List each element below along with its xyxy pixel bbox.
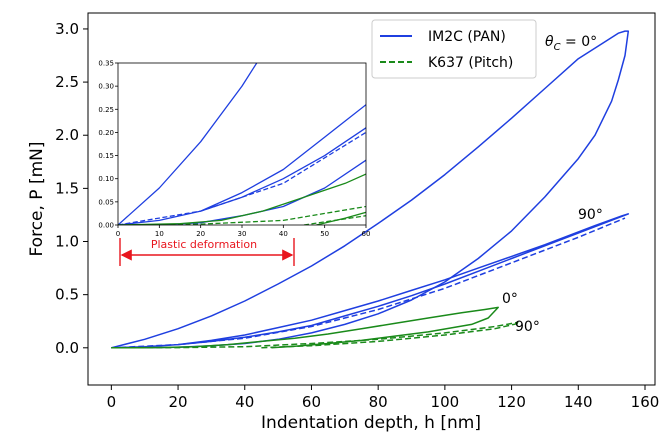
annotation-k637-0: 0° bbox=[502, 291, 518, 307]
y-tick-label: 1.0 bbox=[55, 233, 79, 251]
x-axis-label: Indentation depth, h [nm] bbox=[261, 413, 481, 433]
x-tick-label: 80 bbox=[369, 393, 388, 411]
annotation-k637-90: 90° bbox=[515, 319, 540, 335]
x-tick-label: 20 bbox=[169, 393, 188, 411]
x-tick-label: 140 bbox=[564, 393, 593, 411]
inset-y-tick-label: 0.15 bbox=[98, 152, 114, 160]
y-tick-label: 0.5 bbox=[55, 286, 79, 304]
series-line-0 bbox=[111, 30, 630, 349]
series-line-5 bbox=[261, 322, 519, 349]
legend: IM2C (PAN) K637 (Pitch) bbox=[371, 19, 537, 79]
inset-series-line-1 bbox=[118, 103, 366, 225]
inset-y-tick-label: 0.20 bbox=[98, 129, 114, 137]
x-tick-label: 120 bbox=[497, 393, 526, 411]
inset-y-tick-label: 0.35 bbox=[98, 60, 114, 68]
inset-y-tick-label: 0.25 bbox=[98, 106, 114, 114]
inset-y-tick-label: 0.05 bbox=[98, 198, 114, 206]
legend-label-im2c: IM2C (PAN) bbox=[428, 29, 506, 45]
x-tick-label: 160 bbox=[631, 393, 660, 411]
inset-series-line-3 bbox=[118, 173, 366, 225]
inset-y-tick-label: 0.00 bbox=[98, 222, 114, 230]
plastic-deformation-label: Plastic deformation bbox=[151, 238, 257, 251]
legend-label-k637: K637 (Pitch) bbox=[428, 55, 513, 71]
x-tick-label: 40 bbox=[235, 393, 254, 411]
series-line-2 bbox=[111, 217, 626, 349]
series-line-4 bbox=[111, 321, 519, 349]
inset-x-tick-label: 40 bbox=[279, 230, 288, 238]
legend-box bbox=[371, 19, 537, 79]
x-tick-label: 0 bbox=[107, 393, 117, 411]
annotation-im2c-90: 90° bbox=[578, 207, 603, 223]
y-tick-label: 1.5 bbox=[55, 179, 79, 197]
plastic-deformation-marker: Plastic deformation bbox=[119, 238, 295, 266]
inset-y-tick-label: 0.10 bbox=[98, 175, 114, 183]
inset-series-line-2 bbox=[118, 131, 366, 225]
inset-x-tick-label: 60 bbox=[362, 230, 371, 238]
y-tick-label: 2.5 bbox=[55, 73, 79, 91]
inset-x-tick-label: 10 bbox=[155, 230, 164, 238]
y-tick-label: 0.0 bbox=[55, 339, 79, 357]
inset-x-tick-label: 0 bbox=[116, 230, 120, 238]
x-tick-label: 100 bbox=[431, 393, 460, 411]
inset-background bbox=[118, 63, 366, 225]
inset-x-tick-label: 20 bbox=[196, 230, 205, 238]
annotation-theta-0: θC = 0° bbox=[545, 34, 597, 53]
y-tick-label: 2.0 bbox=[55, 126, 79, 144]
inset-y-tick-label: 0.30 bbox=[98, 83, 114, 91]
x-tick-label: 60 bbox=[302, 393, 321, 411]
plot-frame bbox=[87, 12, 656, 386]
y-axis-label: Force, P [mN] bbox=[27, 142, 47, 257]
inset-x-tick-label: 50 bbox=[320, 230, 329, 238]
y-tick-label: 3.0 bbox=[55, 20, 79, 38]
inset-x-tick-label: 30 bbox=[238, 230, 247, 238]
